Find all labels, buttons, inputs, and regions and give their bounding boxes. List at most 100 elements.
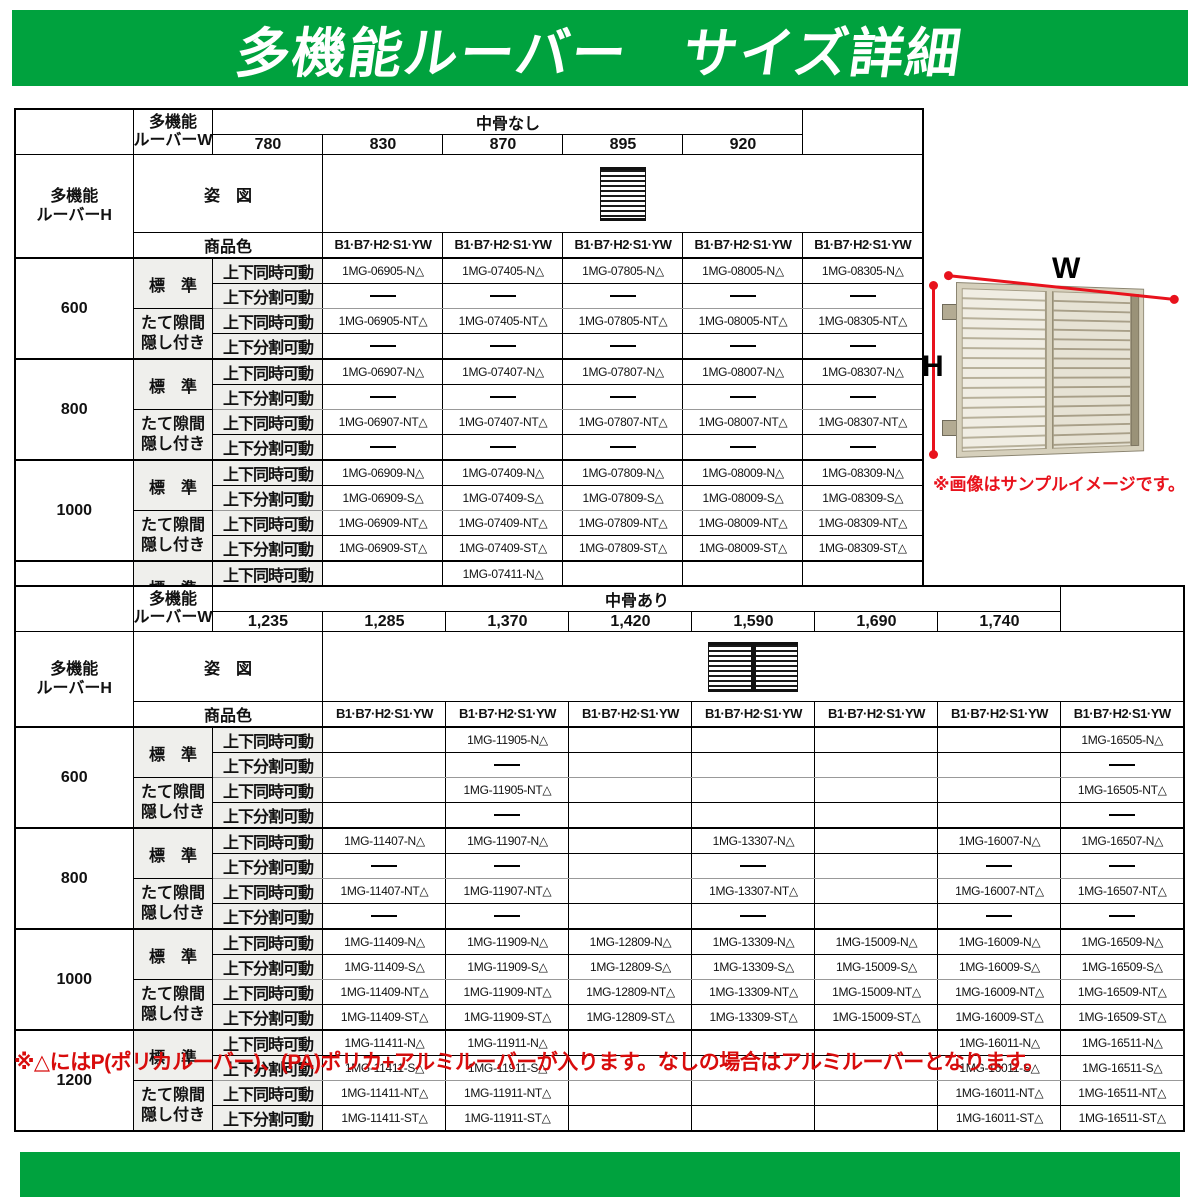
- product-code: 1MG-16509-N△: [1081, 935, 1164, 949]
- dash-cell: [322, 333, 444, 360]
- color-code-cell: B1·B7·H2·S1·YW: [802, 232, 924, 259]
- product-code-cell: 1MG-07805-N△: [562, 257, 684, 284]
- movement-label: 上下分割可動: [212, 434, 324, 461]
- product-code-cell: 1MG-06909-ST△: [322, 535, 444, 562]
- height-value-cell: 600: [14, 726, 134, 829]
- product-code-cell: 1MG-11409-N△: [322, 928, 447, 955]
- size-table: 多機能 ルーバーW 中骨あり 1,235 1,285 1,370 1,420 1,590 1,6…: [14, 585, 1185, 1132]
- product-code-cell: 1MG-13307-NT△: [691, 878, 816, 904]
- triangle-footnote: ※△にはP(ポリカルーバー)、(PA)ポリカ+アルミルーバーが入ります。なしの場…: [14, 1051, 1045, 1074]
- dash-cell: [562, 283, 684, 309]
- dash-line: [729, 344, 756, 347]
- dash-line: [849, 294, 876, 297]
- product-code: 1MG-07409-S△: [462, 491, 544, 505]
- product-code-cell: 1MG-15009-ST△: [814, 1004, 939, 1031]
- product-code: 1MG-11905-NT△: [463, 783, 552, 797]
- dash-line: [740, 864, 767, 867]
- rail-group-title: 中骨なし: [212, 108, 804, 135]
- movement-label: 上下同時可動: [212, 308, 324, 334]
- product-code: 1MG-07809-NT△: [578, 516, 668, 530]
- movement-label: 上下分割可動: [212, 802, 324, 829]
- product-code-cell: 1MG-08305-N△: [802, 257, 924, 284]
- figure-cell: [322, 154, 924, 233]
- product-code: 1MG-06907-N△: [342, 365, 424, 379]
- dash-cell: [691, 903, 816, 930]
- size-table-no-midrail: 多機能 ルーバーW 中骨なし 780 830 870 895 920 多機能 ルーバーH 姿 図商品…: [14, 108, 924, 663]
- product-code-cell: 1MG-13309-N△: [691, 928, 816, 955]
- product-code-cell: 1MG-16011-S△: [937, 1055, 1062, 1081]
- product-code: 1MG-11907-N△: [467, 834, 548, 848]
- product-code-cell: 1MG-11409-S△: [322, 954, 447, 980]
- product-code: 1MG-15009-ST△: [832, 1010, 921, 1024]
- product-code-cell: 1MG-16507-NT△: [1060, 878, 1185, 904]
- product-code-cell: 1MG-11411-N△: [322, 1029, 447, 1056]
- empty-cell: [814, 777, 939, 803]
- product-code: 1MG-06909-NT△: [338, 516, 428, 530]
- product-code: 1MG-06907-NT△: [338, 415, 428, 429]
- dash-cell: [322, 853, 447, 879]
- dash-line: [609, 344, 636, 347]
- dash-cell: [802, 283, 924, 309]
- movement-label: 上下同時可動: [212, 1029, 324, 1056]
- color-code-cell: B1·B7·H2·S1·YW: [445, 701, 570, 728]
- dash-cell: [682, 384, 804, 410]
- product-code-cell: 1MG-16011-NT△: [937, 1080, 1062, 1106]
- product-code-cell: 1MG-07405-N△: [442, 257, 564, 284]
- dash-cell: [802, 384, 924, 410]
- product-color-label: 商品色: [132, 232, 324, 259]
- color-code-cell: B1·B7·H2·S1·YW: [682, 232, 804, 259]
- color-code: B1·B7·H2·S1·YW: [574, 237, 672, 252]
- product-code: 1MG-11411-ST△: [341, 1111, 428, 1125]
- product-code-cell: 1MG-16009-ST△: [937, 1004, 1062, 1031]
- product-code-cell: 1MG-11905-N△: [445, 726, 570, 753]
- product-code: 1MG-11911-NT△: [463, 1086, 551, 1100]
- dash-cell: [691, 853, 816, 879]
- movement-label: 上下分割可動: [212, 903, 324, 930]
- movement-label: 上下同時可動: [212, 777, 324, 803]
- empty-cell: [322, 726, 447, 753]
- product-code-cell: 1MG-13309-S△: [691, 954, 816, 980]
- movement-label: 上下分割可動: [212, 535, 324, 562]
- dash-cell: [562, 384, 684, 410]
- size-table-with-midrail: 多機能 ルーバーW 中骨あり 1,235 1,285 1,370 1,420 1,590 1,6…: [14, 585, 1185, 1132]
- empty-cell: [322, 777, 447, 803]
- dash-cell: [442, 283, 564, 309]
- figure-label: 姿 図: [132, 631, 324, 702]
- product-code-cell: 1MG-07807-NT△: [562, 409, 684, 435]
- product-code: 1MG-07407-NT△: [458, 415, 548, 429]
- dash-line: [489, 294, 516, 297]
- product-code: 1MG-16011-ST△: [955, 1111, 1044, 1125]
- color-code: B1·B7·H2·S1·YW: [335, 706, 434, 721]
- product-code: 1MG-13309-NT△: [709, 985, 798, 999]
- width-axis-label: 多機能 ルーバーW: [132, 585, 214, 632]
- width-header-cell: 895: [562, 134, 684, 155]
- gap-hidden-type-label: たて隙間隠し付き: [132, 308, 214, 360]
- dash-cell: [562, 333, 684, 360]
- product-code: 1MG-11411-N△: [344, 1036, 425, 1050]
- width-header-cell: 830: [322, 134, 444, 155]
- dash-line: [740, 914, 767, 917]
- color-code-cell: B1·B7·H2·S1·YW: [562, 232, 684, 259]
- empty-cell: [691, 802, 816, 829]
- dash-cell: [682, 333, 804, 360]
- empty-cell: [568, 726, 693, 753]
- product-code-cell: 1MG-11909-S△: [445, 954, 570, 980]
- height-value-cell: 1000: [14, 928, 134, 1031]
- product-code: 1MG-16009-ST△: [955, 1010, 1044, 1024]
- empty-cell: [814, 802, 939, 829]
- width-header-cell: 1,740: [937, 611, 1062, 632]
- dash-line: [494, 864, 521, 867]
- movement-label: 上下同時可動: [212, 358, 324, 385]
- dash-line: [849, 395, 876, 398]
- dash-cell: [322, 434, 444, 461]
- product-code-cell: 1MG-07407-N△: [442, 358, 564, 385]
- product-code-cell: 1MG-12809-ST△: [568, 1004, 693, 1031]
- movement-label: 上下分割可動: [212, 485, 324, 511]
- empty-cell: [814, 827, 939, 854]
- product-code-cell: 1MG-11411-NT△: [322, 1080, 447, 1106]
- dash-line: [1109, 914, 1136, 917]
- empty-cell: [937, 752, 1062, 778]
- empty-cell: [568, 752, 693, 778]
- empty-cell: [814, 1055, 939, 1081]
- empty-cell: [814, 853, 939, 879]
